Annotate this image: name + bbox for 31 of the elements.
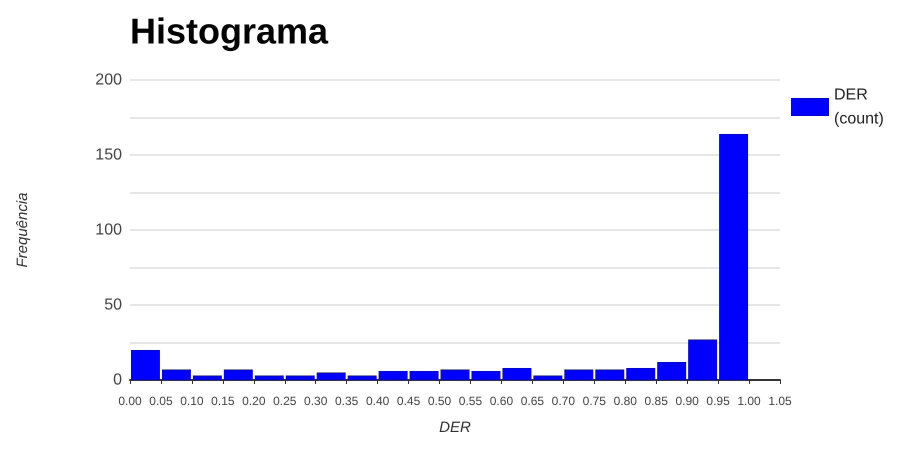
x-tick-label: 1.05: [768, 394, 792, 408]
x-tick-label: 0.80: [614, 394, 638, 408]
x-tick-label: 1.00: [737, 394, 762, 408]
y-axis-title: Frequência: [14, 192, 31, 268]
x-tick-label: 0.20: [242, 394, 266, 408]
chart-title: Histograma: [130, 10, 330, 52]
x-tick-label: 0.05: [149, 394, 173, 408]
x-tick-label: 0.65: [520, 394, 544, 408]
y-tick-label: 150: [95, 146, 122, 164]
x-tick-label: 0.90: [675, 394, 700, 408]
x-tick-label: 0.60: [490, 394, 514, 408]
y-tick-label: 0: [113, 372, 122, 388]
y-tick-label: 50: [104, 296, 122, 314]
x-tick-label: 0.25: [273, 394, 297, 408]
x-tick-label: 0.45: [396, 394, 421, 408]
x-tick-label: 0.35: [334, 394, 359, 408]
legend-label: DER (count): [834, 86, 884, 128]
x-tick-label: 0.85: [644, 394, 668, 408]
x-axis-title: DER: [439, 419, 471, 436]
y-tick-label: 100: [95, 222, 122, 238]
x-tick-label: 0.95: [706, 394, 730, 408]
x-tick-label: 0.30: [304, 394, 328, 408]
x-tick-label: 0.00: [118, 394, 142, 408]
x-tick-label: 0.55: [458, 394, 482, 408]
x-tick-label: 0.70: [552, 394, 576, 408]
x-tick-label: 0.40: [366, 394, 390, 408]
x-tick-label: 0.75: [582, 394, 606, 408]
x-tick-label: 0.15: [211, 394, 235, 408]
x-tick-label: 0.50: [428, 394, 452, 408]
x-tick-label: 0.10: [180, 394, 204, 408]
y-tick-label: 200: [95, 72, 122, 88]
